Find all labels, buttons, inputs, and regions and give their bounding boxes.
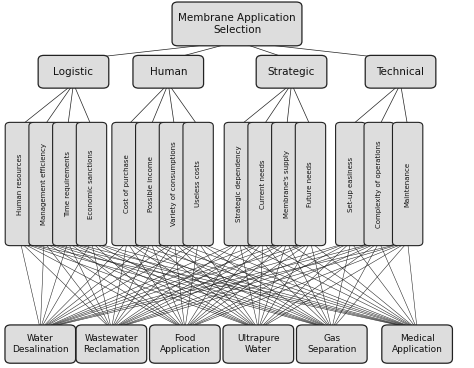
FancyBboxPatch shape: [295, 122, 326, 246]
Text: Logistic: Logistic: [54, 67, 93, 77]
Text: Strategic: Strategic: [268, 67, 315, 77]
FancyBboxPatch shape: [365, 56, 436, 88]
Text: Possible income: Possible income: [148, 156, 154, 212]
Text: Useless costs: Useless costs: [195, 160, 201, 208]
FancyBboxPatch shape: [336, 122, 366, 246]
Text: Wastewater
Reclamation: Wastewater Reclamation: [83, 335, 139, 354]
FancyBboxPatch shape: [272, 122, 302, 246]
Text: Human resources: Human resources: [18, 153, 23, 215]
Text: Cost of purchase: Cost of purchase: [124, 155, 130, 213]
Text: Water
Desalination: Water Desalination: [12, 335, 69, 354]
Text: Membrane's supply: Membrane's supply: [284, 150, 290, 218]
Text: Time requirements: Time requirements: [65, 151, 71, 217]
FancyBboxPatch shape: [159, 122, 190, 246]
Text: Future needs: Future needs: [308, 161, 313, 207]
Text: Management efficiency: Management efficiency: [41, 143, 47, 225]
Text: Strategic dependency: Strategic dependency: [237, 146, 242, 222]
FancyBboxPatch shape: [136, 122, 166, 246]
FancyBboxPatch shape: [29, 122, 59, 246]
Text: Complexity of operations: Complexity of operations: [376, 140, 382, 228]
Text: Variety of consumptions: Variety of consumptions: [172, 142, 177, 226]
FancyBboxPatch shape: [112, 122, 142, 246]
FancyBboxPatch shape: [5, 325, 75, 363]
FancyBboxPatch shape: [364, 122, 394, 246]
Text: Maintenance: Maintenance: [405, 162, 410, 206]
FancyBboxPatch shape: [224, 122, 255, 246]
Text: Ultrapure
Water: Ultrapure Water: [237, 335, 280, 354]
FancyBboxPatch shape: [248, 122, 278, 246]
FancyBboxPatch shape: [76, 122, 107, 246]
Text: Food
Application: Food Application: [159, 335, 210, 354]
FancyBboxPatch shape: [172, 2, 302, 46]
Text: Membrane Application
Selection: Membrane Application Selection: [178, 13, 296, 35]
FancyBboxPatch shape: [223, 325, 294, 363]
FancyBboxPatch shape: [256, 56, 327, 88]
FancyBboxPatch shape: [149, 325, 220, 363]
Text: Current needs: Current needs: [260, 159, 266, 209]
FancyBboxPatch shape: [53, 122, 83, 246]
FancyBboxPatch shape: [392, 122, 423, 246]
FancyBboxPatch shape: [5, 122, 36, 246]
FancyBboxPatch shape: [38, 56, 109, 88]
FancyBboxPatch shape: [133, 56, 203, 88]
FancyBboxPatch shape: [382, 325, 452, 363]
FancyBboxPatch shape: [76, 325, 147, 363]
FancyBboxPatch shape: [296, 325, 367, 363]
Text: Technical: Technical: [376, 67, 425, 77]
Text: Set-up easiness: Set-up easiness: [348, 156, 354, 212]
Text: Human: Human: [149, 67, 187, 77]
FancyBboxPatch shape: [183, 122, 213, 246]
Text: Economic sanctions: Economic sanctions: [89, 149, 94, 219]
Text: Medical
Application: Medical Application: [392, 335, 443, 354]
Text: Gas
Separation: Gas Separation: [307, 335, 356, 354]
